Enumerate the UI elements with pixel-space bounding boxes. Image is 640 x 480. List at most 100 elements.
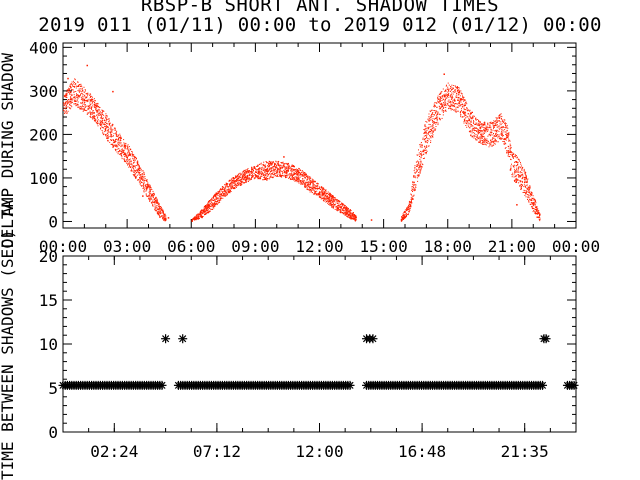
amp-point: [233, 177, 234, 178]
amp-point: [233, 182, 235, 184]
amp-point: [516, 179, 518, 181]
amp-point: [421, 168, 422, 170]
amp-point: [219, 194, 221, 195]
amp-point: [79, 88, 81, 90]
amp-point: [408, 200, 410, 202]
amp-point: [331, 204, 333, 206]
amp-point: [495, 133, 497, 135]
amp-point: [493, 136, 495, 138]
amp-point: [243, 175, 245, 177]
amp-point: [325, 191, 327, 192]
amp-point: [419, 165, 421, 167]
amp-point: [142, 173, 144, 175]
amp-point: [447, 95, 448, 97]
amp-point: [435, 110, 437, 112]
amp-point: [70, 96, 72, 98]
amp-point: [433, 106, 435, 107]
amp-point: [255, 175, 257, 177]
amp-point: [330, 198, 332, 200]
amp-point: [101, 109, 103, 111]
amp-point: [434, 121, 435, 123]
amp-point: [416, 166, 418, 167]
amp-point: [215, 193, 217, 195]
amp-point: [480, 142, 482, 144]
amp-point: [350, 216, 352, 217]
amp-point: [71, 95, 73, 96]
amp-point: [481, 123, 483, 125]
amp-point: [91, 96, 93, 98]
amp-point: [266, 169, 267, 171]
amp-point: [469, 130, 471, 132]
amp-point: [239, 176, 240, 178]
amp-point: [152, 199, 154, 201]
amp-point: [430, 131, 431, 132]
amp-point: [297, 176, 299, 178]
amp-point: [67, 110, 69, 112]
amp-point: [260, 172, 262, 174]
amp-point: [124, 148, 126, 150]
amp-y-tick-label: 200: [29, 125, 58, 144]
amp-point: [71, 101, 73, 103]
amp-point: [496, 131, 498, 133]
amp-point: [401, 219, 403, 220]
amp-point: [411, 194, 412, 196]
amp-point: [214, 199, 215, 201]
amp-point: [204, 214, 206, 215]
amp-point: [64, 96, 65, 98]
amp-point: [449, 100, 451, 102]
amp-point: [232, 183, 234, 185]
amp-point: [110, 130, 112, 132]
amp-point: [223, 195, 225, 197]
amp-point: [410, 205, 412, 207]
amp-point: [73, 80, 74, 82]
amp-point: [349, 215, 351, 217]
amp-point: [70, 108, 72, 110]
amp-point: [450, 105, 452, 107]
amp-point: [217, 200, 219, 202]
amp-point: [198, 213, 199, 215]
amp-point: [126, 156, 128, 158]
amp-point: [98, 122, 100, 124]
amp-point: [270, 163, 272, 165]
amp-point: [418, 174, 420, 176]
amp-point: [97, 106, 99, 107]
amp-point: [246, 170, 248, 172]
amp-point: [524, 177, 525, 179]
amp-point: [328, 199, 330, 201]
amp-point: [243, 170, 244, 172]
amp-point: [500, 116, 502, 118]
amp-point: [67, 90, 69, 92]
amp-point: [520, 183, 522, 185]
amp-point: [66, 103, 68, 105]
amp-point: [137, 168, 139, 170]
amp-point: [513, 176, 515, 178]
amp-point: [96, 115, 98, 117]
amp-point: [487, 130, 489, 132]
amp-point: [94, 102, 96, 103]
amp-point: [462, 104, 464, 106]
amp-point: [289, 177, 290, 178]
amp-point: [525, 172, 527, 174]
amp-point: [79, 95, 81, 97]
amp-point: [210, 206, 212, 208]
amp-point: [499, 138, 500, 140]
amp-point: [528, 187, 529, 189]
amp-point: [162, 211, 164, 213]
amp-point: [279, 174, 281, 176]
amp-point: [444, 103, 446, 105]
amp-point: [148, 186, 150, 188]
amp-point: [71, 94, 73, 96]
amp-point: [329, 195, 331, 197]
amp-point: [280, 170, 282, 172]
amp-point: [335, 206, 337, 208]
amp-point: [296, 174, 298, 176]
amp-point: [213, 200, 214, 201]
amp-point: [519, 180, 521, 181]
amp-point: [65, 95, 67, 97]
amp-point: [248, 178, 250, 180]
amp-point: [208, 205, 210, 207]
amp-point: [330, 200, 332, 202]
amp-point: [142, 187, 144, 189]
amp-point: [125, 156, 127, 158]
amp-point: [499, 137, 501, 139]
